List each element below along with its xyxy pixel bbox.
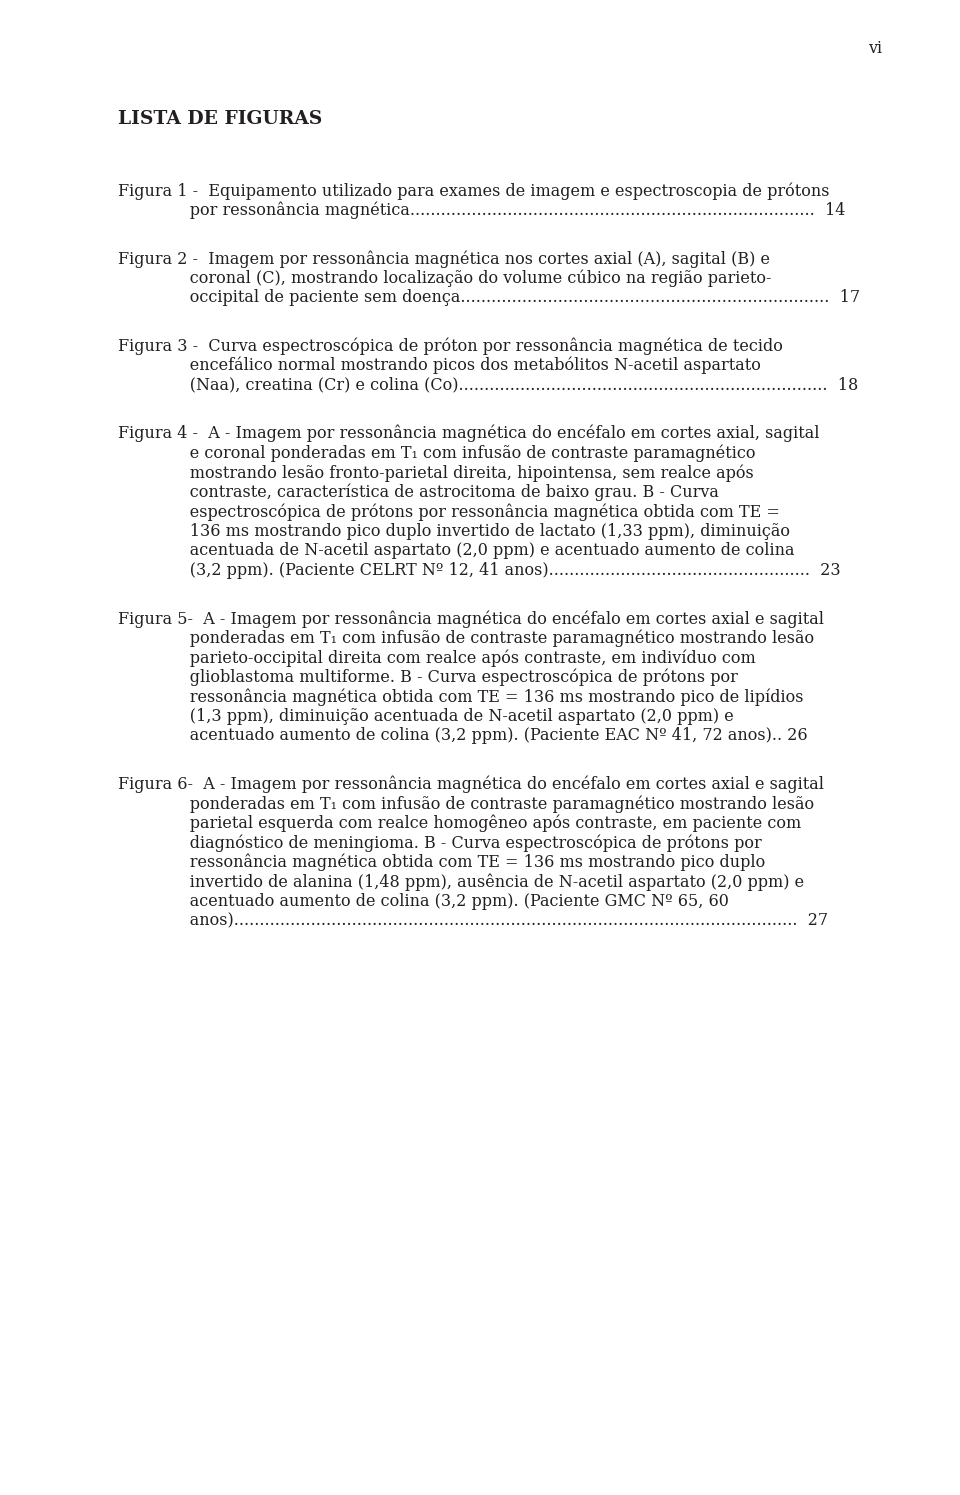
Text: e coronal ponderadas em T₁ com infusão de contraste paramagnético: e coronal ponderadas em T₁ com infusão d…	[118, 444, 756, 462]
Text: encefálico normal mostrando picos dos metabólitos N-acetil aspartato: encefálico normal mostrando picos dos me…	[118, 357, 761, 375]
Text: parieto-occipital direita com realce após contraste, em indivíduo com: parieto-occipital direita com realce apó…	[118, 649, 756, 667]
Text: espectroscópica de prótons por ressonância magnética obtida com TE =: espectroscópica de prótons por ressonânc…	[118, 502, 780, 520]
Text: coronal (C), mostrando localização do volume cúbico na região parieto-: coronal (C), mostrando localização do vo…	[118, 269, 772, 287]
Text: occipital de paciente sem doença................................................: occipital de paciente sem doença........…	[118, 289, 860, 306]
Text: Figura 6-  A - Imagem por ressonância magnética do encéfalo em cortes axial e sa: Figura 6- A - Imagem por ressonância mag…	[118, 776, 824, 792]
Text: 136 ms mostrando pico duplo invertido de lactato (1,33 ppm), diminuição: 136 ms mostrando pico duplo invertido de…	[118, 522, 790, 540]
Text: ponderadas em T₁ com infusão de contraste paramagnético mostrando lesão: ponderadas em T₁ com infusão de contrast…	[118, 795, 814, 812]
Text: Figura 1 -  Equipamento utilizado para exames de imagem e espectroscopia de prót: Figura 1 - Equipamento utilizado para ex…	[118, 182, 829, 199]
Text: (3,2 ppm). (Paciente CELRT Nº 12, 41 anos)......................................: (3,2 ppm). (Paciente CELRT Nº 12, 41 ano…	[118, 562, 841, 579]
Text: ressonância magnética obtida com TE = 136 ms mostrando pico de lipídios: ressonância magnética obtida com TE = 13…	[118, 688, 804, 706]
Text: Figura 3 -  Curva espectroscópica de próton por ressonância magnética de tecido: Figura 3 - Curva espectroscópica de prót…	[118, 338, 782, 354]
Text: ponderadas em T₁ com infusão de contraste paramagnético mostrando lesão: ponderadas em T₁ com infusão de contrast…	[118, 629, 814, 647]
Text: Figura 4 -  A - Imagem por ressonância magnética do encéfalo em cortes axial, sa: Figura 4 - A - Imagem por ressonância ma…	[118, 425, 820, 443]
Text: contraste, característica de astrocitoma de baixo grau. B - Curva: contraste, característica de astrocitoma…	[118, 483, 719, 501]
Text: vi: vi	[868, 40, 882, 57]
Text: Figura 2 -  Imagem por ressonância magnética nos cortes axial (A), sagital (B) e: Figura 2 - Imagem por ressonância magnét…	[118, 250, 770, 268]
Text: acentuado aumento de colina (3,2 ppm). (Paciente EAC Nº 41, 72 anos).. 26: acentuado aumento de colina (3,2 ppm). (…	[118, 727, 807, 745]
Text: invertido de alanina (1,48 ppm), ausência de N-acetil aspartato (2,0 ppm) e: invertido de alanina (1,48 ppm), ausênci…	[118, 873, 804, 891]
Text: acentuado aumento de colina (3,2 ppm). (Paciente GMC Nº 65, 60: acentuado aumento de colina (3,2 ppm). (…	[118, 893, 729, 909]
Text: LISTA DE FIGURAS: LISTA DE FIGURAS	[118, 111, 323, 129]
Text: (Naa), creatina (Cr) e colina (Co)..............................................: (Naa), creatina (Cr) e colina (Co)......…	[118, 377, 858, 393]
Text: glioblastoma multiforme. B - Curva espectroscópica de prótons por: glioblastoma multiforme. B - Curva espec…	[118, 668, 738, 686]
Text: mostrando lesão fronto-parietal direita, hipointensa, sem realce após: mostrando lesão fronto-parietal direita,…	[118, 463, 754, 481]
Text: Figura 5-  A - Imagem por ressonância magnética do encéfalo em cortes axial e sa: Figura 5- A - Imagem por ressonância mag…	[118, 610, 824, 628]
Text: anos)...........................................................................: anos)...................................…	[118, 912, 828, 928]
Text: (1,3 ppm), diminuição acentuada de N-acetil aspartato (2,0 ppm) e: (1,3 ppm), diminuição acentuada de N-ace…	[118, 707, 733, 725]
Text: por ressonância magnética.......................................................: por ressonância magnética...............…	[118, 202, 846, 218]
Text: diagnóstico de meningioma. B - Curva espectroscópica de prótons por: diagnóstico de meningioma. B - Curva esp…	[118, 834, 761, 852]
Text: parietal esquerda com realce homogêneo após contraste, em paciente com: parietal esquerda com realce homogêneo a…	[118, 815, 802, 833]
Text: ressonância magnética obtida com TE = 136 ms mostrando pico duplo: ressonância magnética obtida com TE = 13…	[118, 854, 765, 872]
Text: acentuada de N-acetil aspartato (2,0 ppm) e acentuado aumento de colina: acentuada de N-acetil aspartato (2,0 ppm…	[118, 543, 795, 559]
